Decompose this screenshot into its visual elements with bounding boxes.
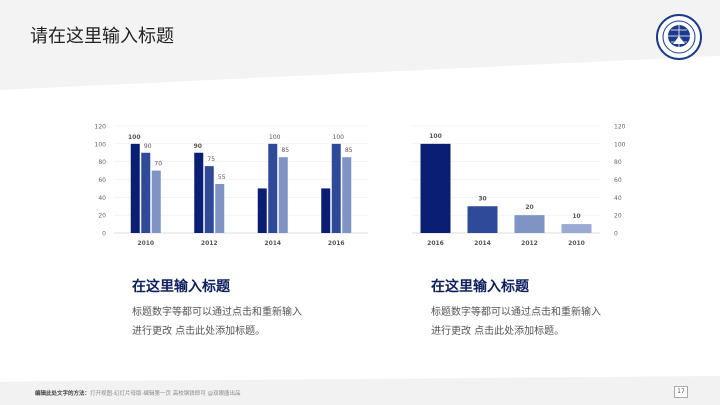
x-tick-label: 2014 bbox=[264, 240, 281, 247]
bar bbox=[342, 157, 352, 233]
bar bbox=[278, 157, 288, 233]
y-tick-label: 20 bbox=[614, 213, 622, 220]
bar bbox=[130, 143, 140, 233]
y-tick-label: 100 bbox=[614, 141, 626, 148]
bar bbox=[194, 152, 204, 233]
bar bbox=[467, 206, 498, 233]
y-tick-label: 60 bbox=[98, 177, 106, 184]
bar bbox=[514, 215, 545, 233]
desc-line: 标题数字等都可以通过点击和重新输入 bbox=[431, 307, 601, 318]
y-tick-label: 120 bbox=[614, 124, 626, 131]
university-logo-icon bbox=[656, 14, 702, 60]
data-label: 100 bbox=[333, 134, 345, 141]
y-tick-label: 0 bbox=[102, 231, 106, 238]
x-tick-label: 2012 bbox=[521, 240, 538, 247]
data-label: 85 bbox=[345, 147, 353, 154]
page-title: 请在这里输入标题 bbox=[30, 26, 174, 47]
x-tick-label: 2016 bbox=[328, 240, 345, 247]
data-label: 30 bbox=[478, 195, 486, 202]
data-label: 90 bbox=[144, 143, 152, 150]
data-label: 100 bbox=[429, 133, 442, 140]
bar bbox=[420, 143, 451, 233]
y-tick-label: 80 bbox=[98, 159, 106, 166]
footer-band bbox=[0, 376, 720, 405]
page-number: 17 bbox=[674, 386, 688, 398]
bar bbox=[204, 166, 214, 233]
section-desc-right: 标题数字等都可以通过点击和重新输入 进行更改 点击此处添加标题。 bbox=[431, 303, 631, 341]
y-tick-label: 120 bbox=[95, 124, 107, 131]
y-tick-label: 40 bbox=[98, 195, 106, 202]
data-label: 75 bbox=[207, 156, 215, 163]
data-label: 90 bbox=[194, 143, 202, 150]
y-tick-label: 60 bbox=[614, 177, 622, 184]
footer-note: 编辑此处文字的方法：打开视图-幻灯片母版-编辑第一页 高校钢铁即可 @双眼唐出品 bbox=[35, 389, 240, 397]
bar bbox=[141, 152, 151, 233]
bar bbox=[268, 143, 278, 233]
section-heading-right: 在这里输入标题 bbox=[431, 279, 529, 295]
footer-label: 编辑此处文字的方法： bbox=[35, 391, 91, 397]
section-desc-left: 标题数字等都可以通过点击和重新输入 进行更改 点击此处添加标题。 bbox=[132, 303, 332, 341]
desc-line: 标题数字等都可以通过点击和重新输入 bbox=[132, 307, 302, 318]
y-tick-label: 80 bbox=[614, 159, 622, 166]
x-tick-label: 2010 bbox=[137, 240, 154, 247]
data-label: 100 bbox=[269, 134, 281, 141]
bar bbox=[257, 188, 267, 233]
data-label: 100 bbox=[128, 134, 141, 141]
footer-text: 打开视图-幻灯片母版-编辑第一页 高校钢铁即可 @双眼唐出品 bbox=[90, 391, 241, 397]
y-tick-label: 20 bbox=[98, 213, 106, 220]
y-tick-label: 0 bbox=[614, 231, 618, 238]
x-tick-label: 2016 bbox=[427, 240, 444, 247]
data-label: 85 bbox=[281, 147, 289, 154]
x-tick-label: 2012 bbox=[201, 240, 218, 247]
data-label: 55 bbox=[218, 174, 226, 181]
bar bbox=[151, 170, 161, 233]
section-heading-left: 在这里输入标题 bbox=[132, 279, 230, 295]
data-label: 70 bbox=[154, 161, 162, 168]
data-label: 10 bbox=[572, 213, 580, 220]
bar bbox=[561, 224, 592, 233]
charts-area: 0204060801001202010100907020129075552014… bbox=[95, 124, 626, 248]
desc-line: 进行更改 点击此处添加标题。 bbox=[431, 326, 565, 337]
bar bbox=[215, 183, 225, 233]
data-label: 20 bbox=[525, 204, 533, 211]
bar bbox=[321, 188, 331, 233]
bar bbox=[331, 143, 341, 233]
x-tick-label: 2014 bbox=[474, 240, 491, 247]
y-tick-label: 40 bbox=[614, 195, 622, 202]
y-tick-label: 100 bbox=[95, 141, 107, 148]
desc-line: 进行更改 点击此处添加标题。 bbox=[132, 326, 266, 337]
x-tick-label: 2010 bbox=[568, 240, 585, 247]
